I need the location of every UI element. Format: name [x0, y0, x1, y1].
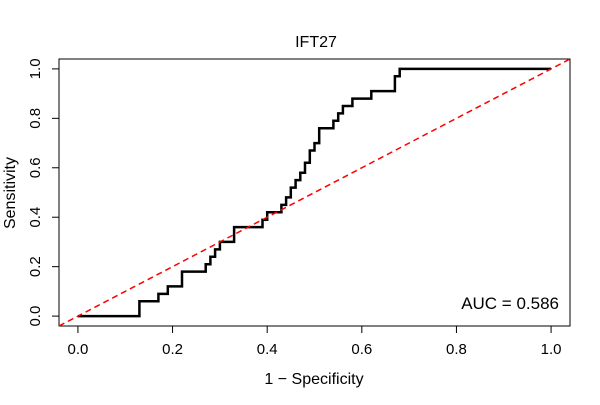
y-tick-label: 0.8: [27, 108, 44, 129]
x-axis-label: 1 − Specificity: [264, 371, 363, 388]
x-tick-label: 0.2: [162, 341, 183, 358]
y-tick-label: 0.0: [27, 306, 44, 327]
roc-curve-line: [77, 67, 552, 318]
y-tick-label: 0.6: [27, 157, 44, 178]
y-axis: 0.0 0.2 0.4 0.6 0.8 1.0: [27, 58, 60, 327]
reference-diagonal-line: [58, 58, 571, 327]
y-tick-label: 0.4: [27, 207, 44, 228]
x-axis: 0.0 0.2 0.4 0.6 0.8 1.0: [67, 325, 562, 358]
y-tick-label: 1.0: [27, 58, 44, 79]
y-tick-label: 0.2: [27, 256, 44, 277]
y-axis-label: Sensitivity: [2, 157, 19, 229]
x-tick-label: 0.6: [351, 341, 372, 358]
chart-title: IFT27: [295, 34, 337, 51]
auc-annotation: AUC = 0.586: [461, 294, 559, 313]
x-tick-label: 0.0: [67, 341, 88, 358]
x-tick-label: 1.0: [541, 341, 562, 358]
x-tick-label: 0.8: [446, 341, 467, 358]
series-layer: [58, 58, 571, 327]
x-tick-label: 0.4: [257, 341, 278, 358]
